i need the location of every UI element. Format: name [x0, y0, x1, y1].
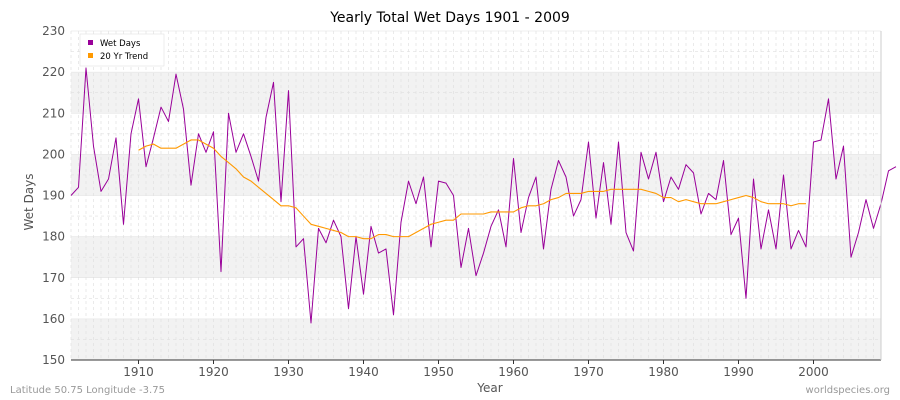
x-tick-label: 1980 — [648, 365, 679, 379]
x-tick-label: 1990 — [723, 365, 754, 379]
y-tick-label: 230 — [42, 24, 65, 38]
y-tick-label: 150 — [42, 353, 65, 367]
y-tick-label: 200 — [42, 147, 65, 161]
x-tick-label: 1970 — [573, 365, 604, 379]
axes — [71, 31, 882, 361]
legend-label-trend: 20 Yr Trend — [100, 52, 148, 62]
series-lines — [70, 67, 897, 324]
legend-box — [79, 33, 165, 67]
x-tick-label: 1960 — [498, 365, 529, 379]
y-tick-label: 220 — [42, 65, 65, 79]
legend-swatch-wet-days — [88, 40, 93, 45]
trend-series-line — [138, 139, 806, 240]
legend: Wet Days 20 Yr Trend — [79, 33, 165, 67]
location-footer: Latitude 50.75 Longitude -3.75 — [10, 385, 165, 396]
tick-labels: 150 160 170 180 190 200 210 220 230 1910 1920 1930 1… — [42, 24, 829, 379]
x-tick-label: 1940 — [348, 365, 379, 379]
x-tick-label: 1930 — [273, 365, 304, 379]
x-tick-label: 1910 — [123, 365, 154, 379]
chart-title: Yearly Total Wet Days 1901 - 2009 — [329, 10, 570, 26]
x-tick-label: 1950 — [423, 365, 454, 379]
y-tick-label: 210 — [42, 106, 65, 120]
source-footer: worldspecies.org — [805, 385, 890, 396]
y-tick-label: 170 — [42, 271, 65, 285]
y-tick-label: 190 — [42, 189, 65, 203]
x-tick-label: 2000 — [798, 365, 829, 379]
y-tick-label: 180 — [42, 230, 65, 244]
x-axis-label: Year — [476, 381, 502, 395]
y-tick-label: 160 — [42, 312, 65, 326]
legend-label-wet-days: Wet Days — [100, 39, 141, 49]
y-axis-label: Wet Days — [22, 173, 36, 230]
x-tick-label: 1920 — [198, 365, 229, 379]
legend-swatch-trend — [88, 53, 93, 58]
